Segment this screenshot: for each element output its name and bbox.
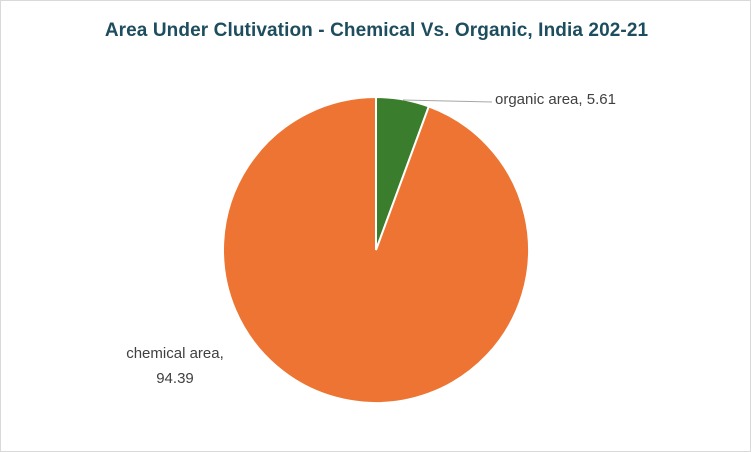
pie-slices [222, 95, 530, 404]
organic-data-label: organic area, 5.61 [495, 91, 616, 108]
organic-leader-line [402, 99, 493, 103]
pie-slice-chemical-area [222, 95, 530, 404]
chemical-data-label-value: 94.39 [156, 370, 194, 387]
chemical-data-label-name: chemical area, [126, 345, 224, 362]
chart-title: Area Under Clutivation - Chemical Vs. Or… [104, 20, 649, 41]
